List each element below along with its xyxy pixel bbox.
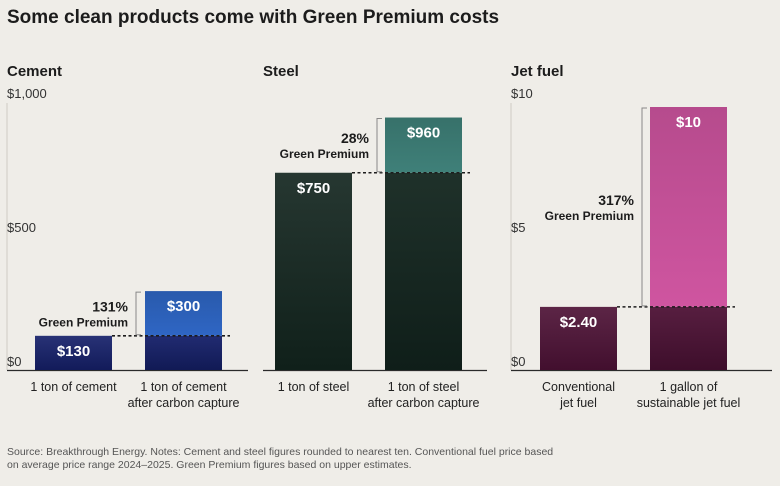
fuel-premium-bracket (641, 107, 647, 307)
fuel-category-0: Conventional jet fuel (542, 380, 615, 410)
cement-bar-1-label: $300 (167, 298, 200, 315)
steel-premium-bracket (376, 118, 382, 173)
steel-category-0: 1 ton of steel (278, 380, 350, 394)
cement-panel-title: Cement (7, 63, 62, 80)
steel-panel: Steel $750 $960 28%Green Premium 1 ton of st… (263, 63, 487, 410)
cement-premium-pct: 131% (92, 298, 128, 314)
source-line-2: on average price range 2024–2025. Green … (7, 459, 412, 471)
fuel-bar-1-premium (650, 107, 727, 307)
steel-bar-1-label: $960 (407, 125, 440, 142)
fuel-premium-label: Green Premium (545, 209, 634, 223)
fuel-premium-pct: 317% (598, 192, 634, 208)
cement-bar-1-base (145, 335, 222, 370)
cement-category-1: 1 ton of cement after carbon capture (128, 380, 240, 410)
cement-panel: Cement $0 $500 $1,000 $130 $300 131%Green Prem… (6, 63, 248, 410)
steel-category-1: 1 ton of steel after carbon capture (368, 380, 480, 410)
steel-premium-label: Green Premium (280, 147, 369, 161)
steel-bar-1-base (385, 172, 462, 370)
cement-bar-0 (35, 335, 112, 370)
fuel-bar-1-base (650, 306, 727, 370)
cement-bar-0-label: $130 (57, 343, 90, 360)
cement-ytick-1: $500 (7, 220, 36, 235)
steel-bar-0-label: $750 (297, 180, 330, 197)
steel-premium-pct: 28% (341, 130, 370, 146)
fuel-bar-0-label: $2.40 (560, 314, 598, 331)
fuel-ytick-1: $5 (511, 220, 525, 235)
chart-title: Some clean products come with Green Prem… (7, 7, 499, 28)
fuel-panel-title: Jet fuel (511, 63, 564, 80)
fuel-bar-0 (540, 306, 617, 370)
steel-bar-1-premium (385, 117, 462, 173)
cement-ytick-0: $0 (7, 354, 21, 369)
fuel-panel: Jet fuel $0 $5 $10 $2.40 $10 317%Green Premium… (510, 63, 772, 410)
cement-premium-bracket (135, 291, 141, 336)
source-line-1: Source: Breakthrough Energy. Notes: Ceme… (7, 446, 553, 458)
cement-bar-1-premium (145, 291, 222, 336)
fuel-ytick-2: $10 (511, 86, 533, 101)
cement-category-0: 1 ton of cement (30, 380, 117, 394)
fuel-category-1: 1 gallon of sustainable jet fuel (637, 380, 741, 410)
fuel-ytick-0: $0 (511, 354, 525, 369)
cement-premium-label: Green Premium (39, 315, 128, 329)
steel-bar-0 (275, 172, 352, 370)
cement-ytick-2: $1,000 (7, 86, 47, 101)
steel-panel-title: Steel (263, 63, 299, 80)
fuel-bar-1-label: $10 (676, 114, 701, 131)
